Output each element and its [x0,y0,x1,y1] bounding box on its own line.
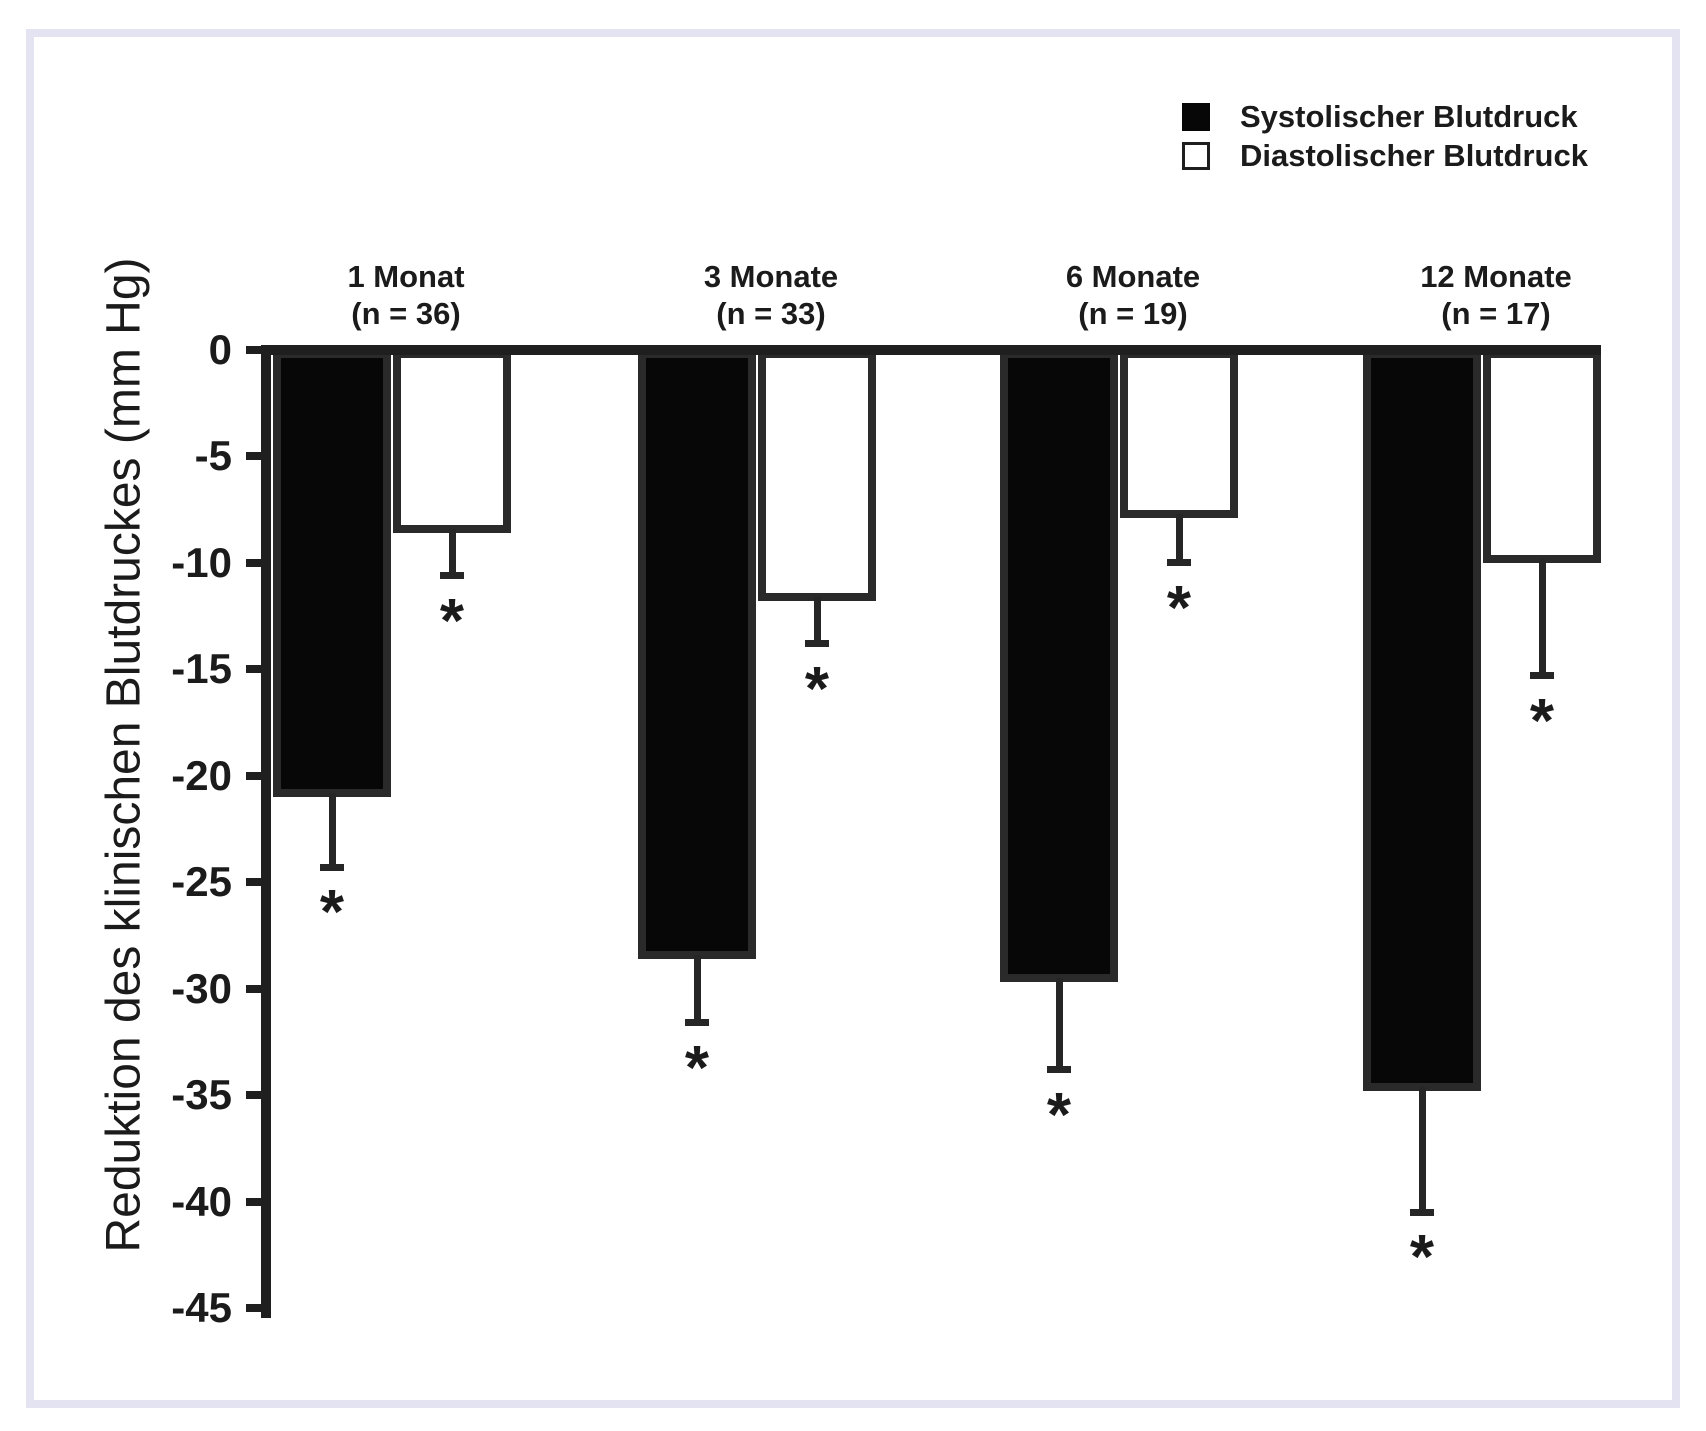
group-label-title: 1 Monat [347,259,465,294]
bar-systolic-3 [1000,350,1118,983]
significance-asterisk-diastolic-1: * [439,586,465,656]
y-axis-tick [246,771,262,780]
group-label-1: 1 Monat (n = 36) [347,258,464,332]
y-axis-tick-label: -10 [171,538,232,586]
y-axis-tick-label: -20 [171,751,232,799]
error-bar-cap-diastolic-3 [1167,559,1191,567]
group-label-n: (n = 17) [1441,296,1551,331]
y-axis-tick [246,878,262,887]
y-axis-tick-label: -25 [171,858,232,906]
bar-systolic-2 [638,350,756,959]
x-baseline [261,345,1601,355]
bar-diastolic-4 [1483,350,1601,563]
error-bar-diastolic-4 [1538,558,1546,676]
group-label-title: 6 Monate [1065,259,1201,294]
group-label-n: (n = 33) [716,296,826,331]
y-axis-tick-label: -40 [171,1177,232,1225]
y-axis-tick-label: -15 [171,645,232,693]
error-bar-systolic-1 [328,793,336,868]
bar-diastolic-1 [393,350,511,534]
bar-systolic-4 [1363,350,1481,1091]
y-axis-tick-label: -5 [194,432,232,480]
y-axis-tick [246,346,262,354]
error-bar-systolic-4 [1418,1086,1426,1213]
y-axis-line [261,345,271,1318]
error-bar-cap-systolic-3 [1047,1066,1071,1074]
error-bar-cap-systolic-1 [320,863,344,871]
legend-swatch-systolic [1182,103,1210,131]
y-axis-tick [246,1197,262,1206]
significance-asterisk-diastolic-2: * [804,654,830,724]
y-axis-tick [246,665,262,674]
significance-asterisk-diastolic-3: * [1166,573,1192,643]
legend-label: Systolischer Blutdruck [1240,99,1578,134]
significance-asterisk-systolic-3: * [1046,1080,1072,1150]
error-bar-diastolic-3 [1175,514,1183,563]
error-bar-cap-systolic-4 [1410,1208,1434,1216]
legend-item-systolic: Systolischer Blutdruck [1182,99,1588,134]
significance-asterisk-systolic-2: * [684,1033,710,1103]
error-bar-cap-diastolic-1 [440,572,464,580]
y-axis-tick-label: 0 [208,326,232,373]
group-label-n: (n = 36) [351,296,461,331]
bar-diastolic-3 [1120,350,1238,519]
y-axis-tick-label: -30 [171,964,232,1012]
legend-swatch-diastolic [1182,142,1210,170]
legend: Systolischer Blutdruck Diastolischer Blut… [1182,99,1588,181]
legend-label: Diastolischer Blutdruck [1240,138,1588,173]
group-label-n: (n = 19) [1078,296,1188,331]
y-axis-tick [246,452,262,461]
group-label-title: 3 Monate [703,259,839,294]
group-label-title: 12 Monate [1420,259,1572,294]
legend-item-diastolic: Diastolischer Blutdruck [1182,138,1588,173]
y-axis-tick [246,558,262,567]
error-bar-diastolic-1 [448,529,456,576]
bar-diastolic-2 [758,350,876,602]
y-axis-tick [246,1304,262,1313]
y-axis-tick [246,1091,262,1100]
group-label-4: 12 Monate (n = 17) [1420,258,1572,332]
error-bar-diastolic-2 [813,597,821,644]
error-bar-systolic-3 [1055,978,1063,1070]
error-bar-systolic-2 [693,954,701,1023]
y-axis-tick-label: -45 [171,1284,232,1332]
significance-asterisk-systolic-1: * [319,878,345,948]
error-bar-cap-diastolic-2 [805,640,829,648]
significance-asterisk-systolic-4: * [1409,1223,1435,1293]
group-label-2: 3 Monate (n = 33) [704,258,838,332]
bar-systolic-1 [273,350,391,798]
significance-asterisk-diastolic-4: * [1529,686,1555,756]
error-bar-cap-diastolic-4 [1530,672,1554,680]
y-axis-tick [246,984,262,993]
y-axis-tick-label: -35 [171,1071,232,1119]
error-bar-cap-systolic-2 [685,1019,709,1027]
group-label-3: 6 Monate (n = 19) [1066,258,1200,332]
